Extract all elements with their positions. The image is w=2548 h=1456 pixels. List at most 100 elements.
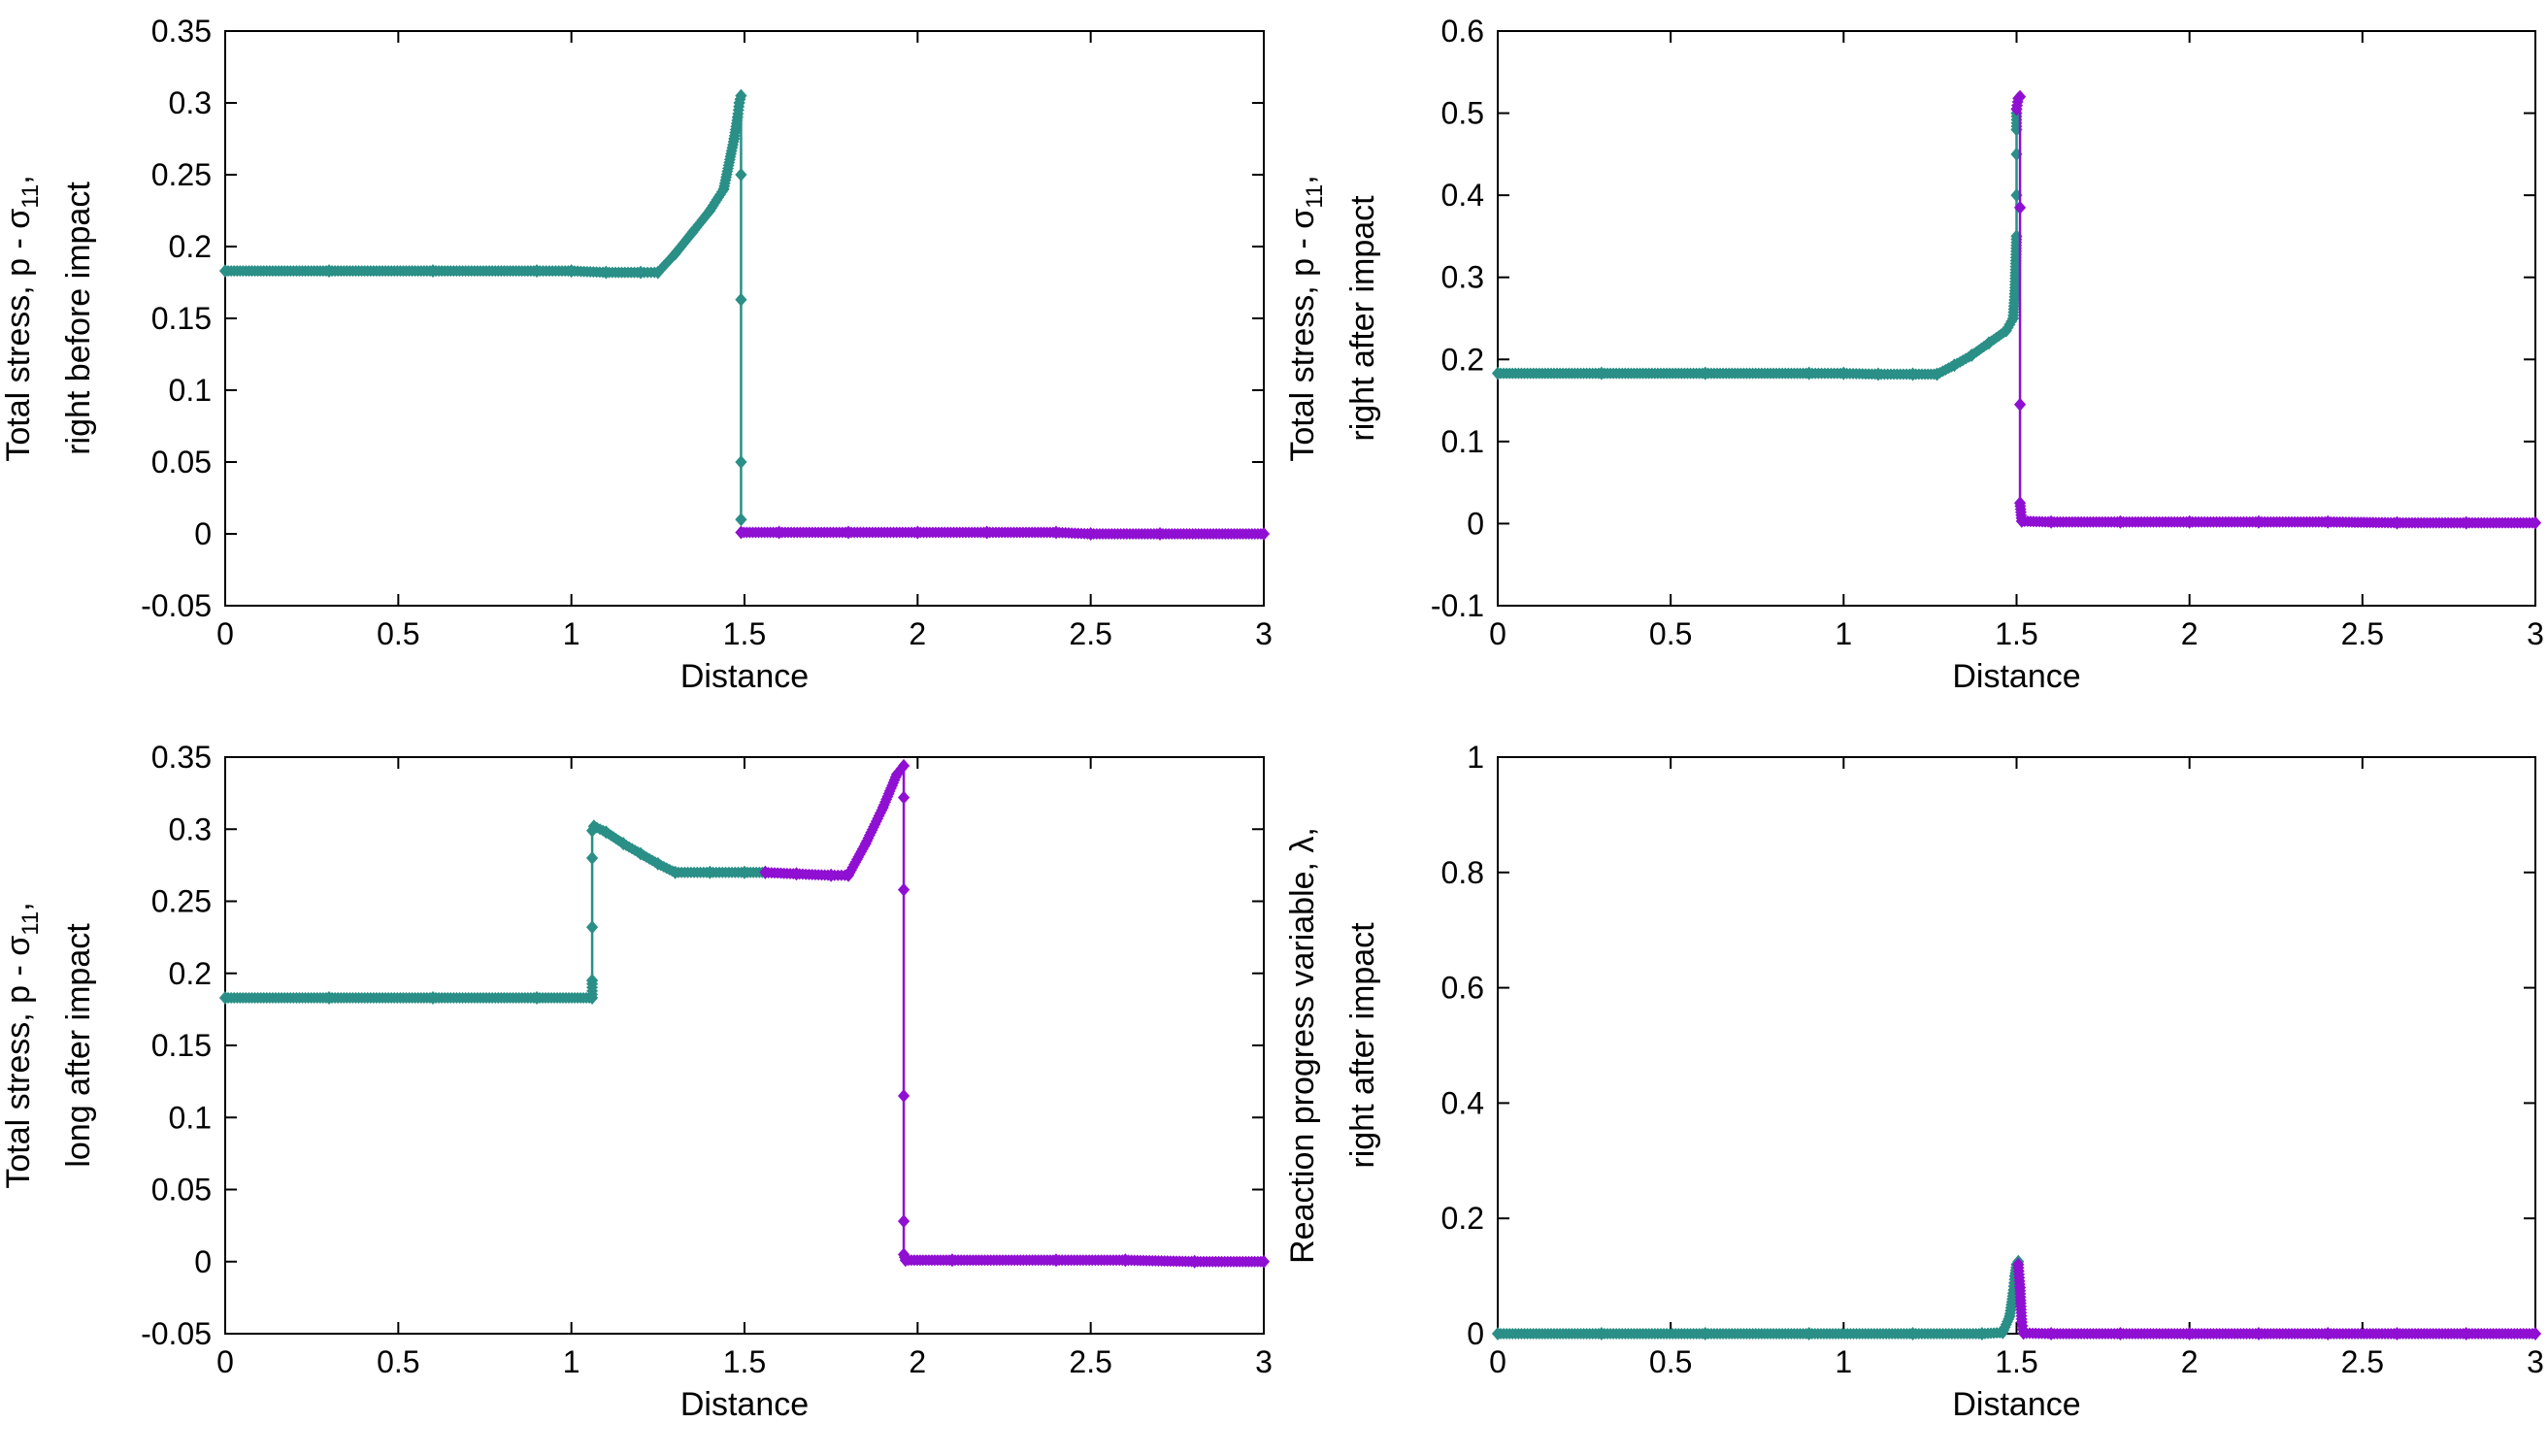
data-point <box>2045 1327 2058 1340</box>
data-point <box>1803 1327 1815 1340</box>
data-point <box>531 990 543 1005</box>
series-band-purple <box>759 759 1270 1268</box>
x-tick-label: 2 <box>2181 616 2199 651</box>
chart-panel-2: 0 0.5 1 1.5 2 2.5 3-0.100.10.20.30.40.50.6Dist… <box>1284 14 2544 695</box>
y-tick-label: 0.1 <box>1441 424 1484 459</box>
data-point <box>980 525 993 540</box>
series-band-teal <box>1492 1255 2025 1340</box>
data-point <box>2114 514 2127 529</box>
data-point <box>635 846 646 861</box>
data-point <box>739 865 750 879</box>
data-point <box>898 790 910 805</box>
data-point <box>735 88 747 103</box>
data-point <box>899 1253 911 1268</box>
data-point <box>2183 1327 2196 1340</box>
data-point <box>704 204 716 217</box>
data-point <box>1982 336 1995 350</box>
y-tick-label: 1 <box>1467 740 1484 775</box>
y-axis-label-line2: right before impact <box>60 182 97 455</box>
y-tick-label: 0.35 <box>151 14 212 49</box>
data-point <box>735 168 747 182</box>
data-point <box>2014 200 2027 215</box>
chart-panel-4: 0 0.5 1 1.5 2 2.5 3 0 0.2 0.4 0.6 0.8 1 Distance React… <box>1284 740 2544 1423</box>
x-tick-label: 1 <box>563 1344 580 1379</box>
data-point <box>617 837 630 851</box>
y-axis-label-line1: Total stress, p - σ11, <box>0 175 44 461</box>
data-point <box>2015 1315 2028 1330</box>
y-tick-label: 0.3 <box>1441 260 1484 295</box>
y-tick-label: 0.25 <box>151 157 212 192</box>
data-point <box>686 225 699 240</box>
x-axis-label: Distance <box>1952 658 2080 695</box>
data-point <box>759 865 772 879</box>
data-point <box>219 264 231 279</box>
y-tick-label: 0.2 <box>1441 342 1484 377</box>
data-point <box>1931 367 1943 381</box>
series-band-purple <box>735 526 1270 540</box>
data-point <box>2530 1327 2541 1340</box>
data-point <box>2460 1327 2472 1340</box>
data-point <box>531 264 543 279</box>
data-point <box>586 974 599 988</box>
y-tick-label: 0.15 <box>151 301 212 336</box>
data-point <box>898 758 910 773</box>
data-point <box>1871 367 1884 381</box>
data-point <box>2006 312 2019 325</box>
y-tick-label: 0 <box>1467 506 1484 541</box>
data-point <box>1492 1327 1504 1340</box>
y-tick-label: 0.35 <box>151 740 212 775</box>
data-point <box>735 525 747 540</box>
x-tick-label: 2.5 <box>2341 1344 2384 1379</box>
data-point <box>790 867 803 881</box>
data-point <box>1119 1253 1132 1268</box>
y-tick-label: 0.05 <box>151 1173 212 1208</box>
y-axis-label-line2: long after impact <box>60 923 97 1168</box>
x-tick-label: 0 <box>216 616 234 651</box>
x-tick-label: 1.5 <box>1995 616 2037 651</box>
data-point <box>2114 1327 2127 1340</box>
x-tick-label: 0 <box>1489 1344 1506 1379</box>
x-tick-label: 1 <box>1835 1344 1852 1379</box>
series-band-purple <box>2012 1258 2541 1340</box>
data-point <box>825 868 838 882</box>
y-tick-label: 0 <box>1467 1316 1484 1351</box>
data-point <box>2014 496 2027 511</box>
data-point <box>2045 514 2058 529</box>
data-point <box>2014 89 2027 104</box>
y-axis-label-line2: right after impact <box>1344 195 1381 442</box>
data-point <box>2252 514 2265 529</box>
series-line-purple <box>2017 1264 2535 1336</box>
data-point <box>2183 514 2196 529</box>
x-tick-label: 3 <box>1255 616 1273 651</box>
x-tick-label: 3 <box>1255 1344 1273 1379</box>
data-point <box>773 525 785 540</box>
data-point <box>877 800 889 814</box>
y-axis-label-line1: Total stress, p - σ11, <box>1284 175 1328 461</box>
data-point <box>717 182 730 196</box>
data-point <box>586 990 599 1005</box>
data-point <box>651 856 664 871</box>
data-point <box>651 265 664 280</box>
y-tick-label: 0 <box>194 1244 212 1279</box>
data-point <box>911 525 924 540</box>
data-point <box>735 292 747 307</box>
data-point <box>898 882 910 897</box>
data-point <box>219 990 231 1005</box>
data-point <box>2003 1309 2016 1324</box>
plot-frame <box>1497 756 2536 1335</box>
data-point <box>1492 366 1504 381</box>
y-tick-label: 0.4 <box>1441 1085 1484 1120</box>
data-point <box>1803 366 1815 381</box>
x-tick-label: 0 <box>1489 616 1506 651</box>
x-tick-label: 0.5 <box>1649 616 1692 651</box>
y-tick-label: 0.8 <box>1441 855 1484 890</box>
data-point <box>565 264 578 279</box>
y-tick-label: 0.6 <box>1441 14 1484 49</box>
x-tick-label: 2.5 <box>2341 616 2384 651</box>
x-tick-label: 3 <box>2527 616 2544 651</box>
data-point <box>2017 1326 2030 1340</box>
series-line-purple <box>2015 93 2535 524</box>
data-point <box>1084 527 1097 541</box>
x-tick-label: 2 <box>909 616 926 651</box>
data-point <box>2015 513 2028 528</box>
